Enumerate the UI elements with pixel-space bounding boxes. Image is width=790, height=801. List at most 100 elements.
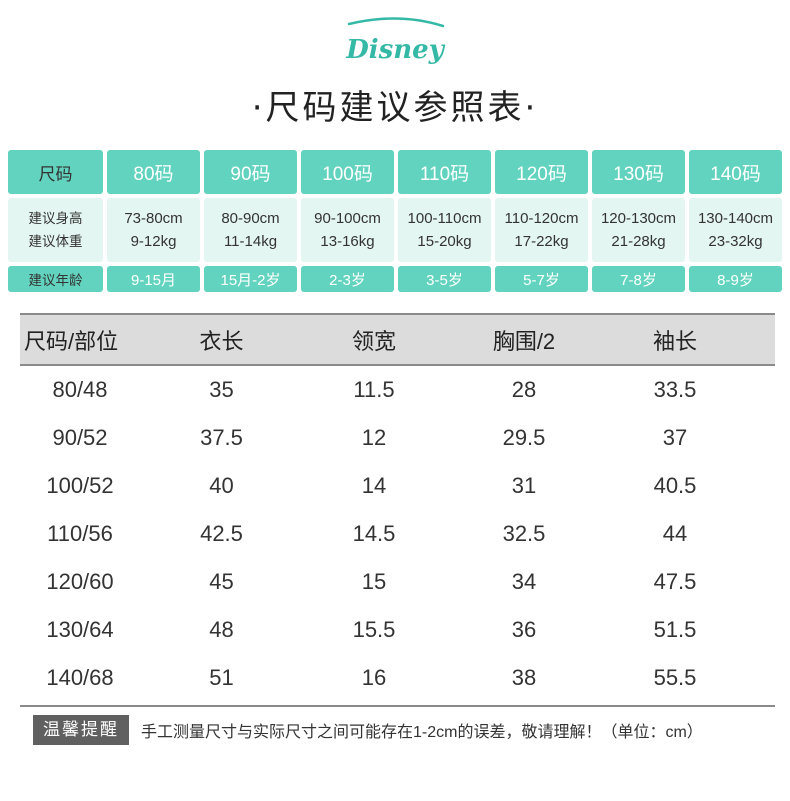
cell-size: 100/52 bbox=[46, 473, 114, 498]
column-header-sleeve: 袖长 bbox=[652, 328, 697, 354]
age-value: 3-5岁 bbox=[398, 266, 491, 292]
cell-length: 37.5 bbox=[200, 425, 243, 450]
cell-sleeve: 51.5 bbox=[653, 617, 697, 642]
table-row: 120/60 45 15 34 47.5 bbox=[20, 558, 775, 606]
logo-text: Disney bbox=[345, 35, 446, 65]
height-weight-cell: 110-120cm 17-22kg bbox=[495, 198, 588, 262]
weight-value: 21-28kg bbox=[611, 233, 666, 250]
cell-collar: 14 bbox=[361, 473, 387, 498]
cell-length: 40 bbox=[209, 473, 234, 498]
cell-size: 110/56 bbox=[47, 521, 113, 546]
table-header: 尺码/部位 衣长 领宽 胸围/2 袖长 bbox=[20, 313, 775, 366]
age-value: 5-7岁 bbox=[495, 266, 588, 292]
table-row: 140/68 51 16 38 55.5 bbox=[20, 654, 775, 702]
table-row: 100/52 40 14 31 40.5 bbox=[20, 462, 775, 510]
size-header-row: 尺码 80码 90码 100码 110码 120码 130码 140码 bbox=[8, 150, 783, 194]
height-value: 120-130cm bbox=[600, 210, 677, 227]
table-row: 130/64 48 15.5 36 51.5 bbox=[20, 606, 775, 654]
weight-label: 建议体重 bbox=[28, 234, 83, 249]
table-row: 80/48 35 11.5 28 33.5 bbox=[20, 366, 775, 414]
weight-value: 17-22kg bbox=[514, 233, 569, 250]
cell-chest: 28 bbox=[511, 377, 537, 402]
disney-logo-icon: Disney bbox=[345, 17, 446, 65]
age-label: 建议年龄 bbox=[8, 266, 103, 292]
cell-collar: 15.5 bbox=[352, 617, 396, 642]
cell-collar: 14.5 bbox=[352, 521, 396, 546]
height-weight-cell: 90-100cm 13-16kg bbox=[301, 198, 394, 262]
disney-logo: Disney bbox=[0, 14, 790, 72]
cell-sleeve: 40.5 bbox=[653, 473, 697, 498]
page-title: ·尺码建议参照表· bbox=[251, 88, 539, 128]
height-value: 80-90cm bbox=[221, 210, 280, 227]
cell-length: 48 bbox=[209, 617, 234, 642]
measurement-note: 温馨提醒 手工测量尺寸与实际尺寸之间可能存在1-2cm的误差，敬请理解！（单位：… bbox=[33, 715, 703, 745]
cell-chest: 31 bbox=[511, 473, 537, 498]
weight-value: 9-12kg bbox=[130, 233, 177, 250]
cell-size: 140/68 bbox=[46, 665, 114, 690]
cell-length: 51 bbox=[209, 665, 234, 690]
height-weight-cell: 130-140cm 23-32kg bbox=[689, 198, 782, 262]
size-label: 140码 bbox=[689, 150, 782, 194]
height-weight-cell: 80-90cm 11-14kg bbox=[204, 198, 297, 262]
table-bottom-border bbox=[20, 705, 775, 707]
height-weight-cell: 120-130cm 21-28kg bbox=[592, 198, 685, 262]
cell-size: 90/52 bbox=[52, 425, 108, 450]
cell-length: 35 bbox=[209, 377, 234, 402]
height-label: 建议身高 bbox=[28, 211, 83, 226]
weight-value: 13-16kg bbox=[320, 233, 375, 250]
cell-chest: 32.5 bbox=[502, 521, 546, 546]
size-recommendation-grid: 尺码 80码 90码 100码 110码 120码 130码 140码 建议身高… bbox=[8, 150, 783, 292]
cell-collar: 11.5 bbox=[353, 377, 395, 402]
cell-size: 80/48 bbox=[52, 377, 108, 402]
column-header-chest: 胸围/2 bbox=[492, 328, 556, 354]
size-measurement-table: 尺码/部位 衣长 领宽 胸围/2 袖长 80/48 35 11.5 28 33.… bbox=[20, 313, 775, 707]
column-header-size: 尺码/部位 bbox=[24, 328, 119, 354]
age-value: 2-3岁 bbox=[301, 266, 394, 292]
cell-sleeve: 44 bbox=[662, 521, 688, 546]
cell-length: 42.5 bbox=[200, 521, 243, 546]
weight-value: 11-14kg bbox=[223, 233, 278, 250]
cell-collar: 15 bbox=[361, 569, 387, 594]
age-value: 15月-2岁 bbox=[204, 266, 297, 292]
weight-value: 23-32kg bbox=[708, 233, 763, 250]
table-row: 110/56 42.5 14.5 32.5 44 bbox=[20, 510, 775, 558]
cell-size: 120/60 bbox=[46, 569, 114, 594]
size-label: 120码 bbox=[495, 150, 588, 194]
note-badge: 温馨提醒 bbox=[33, 715, 129, 745]
height-weight-cell: 100-110cm 15-20kg bbox=[398, 198, 491, 262]
size-label: 110码 bbox=[398, 150, 491, 194]
height-value: 73-80cm bbox=[124, 210, 183, 227]
height-weight-cell: 73-80cm 9-12kg bbox=[107, 198, 200, 262]
height-weight-label: 建议身高 建议体重 bbox=[8, 198, 103, 262]
height-value: 90-100cm bbox=[314, 210, 381, 227]
cell-chest: 38 bbox=[511, 665, 537, 690]
age-row: 建议年龄 9-15月 15月-2岁 2-3岁 3-5岁 5-7岁 7-8岁 8-… bbox=[8, 266, 783, 292]
cell-length: 45 bbox=[209, 569, 234, 594]
column-header-length: 衣长 bbox=[199, 328, 244, 354]
table-row: 90/52 37.5 12 29.5 37 bbox=[20, 414, 775, 462]
cell-size: 130/64 bbox=[46, 617, 114, 642]
cell-chest: 29.5 bbox=[502, 425, 546, 450]
size-label: 80码 bbox=[107, 150, 200, 194]
size-label: 100码 bbox=[301, 150, 394, 194]
age-value: 8-9岁 bbox=[689, 266, 782, 292]
size-header-label: 尺码 bbox=[8, 150, 103, 194]
cell-sleeve: 33.5 bbox=[653, 377, 697, 402]
size-label: 130码 bbox=[592, 150, 685, 194]
height-value: 100-110cm bbox=[407, 210, 482, 227]
cell-sleeve: 55.5 bbox=[653, 665, 697, 690]
note-text: 手工测量尺寸与实际尺寸之间可能存在1-2cm的误差，敬请理解！（单位：cm） bbox=[141, 724, 703, 741]
size-label: 90码 bbox=[204, 150, 297, 194]
height-value: 130-140cm bbox=[697, 210, 774, 227]
cell-sleeve: 47.5 bbox=[653, 569, 697, 594]
weight-value: 15-20kg bbox=[417, 233, 472, 250]
age-value: 7-8岁 bbox=[592, 266, 685, 292]
cell-collar: 16 bbox=[361, 665, 387, 690]
height-value: 110-120cm bbox=[504, 210, 579, 227]
cell-chest: 36 bbox=[511, 617, 537, 642]
cell-collar: 12 bbox=[361, 425, 387, 450]
cell-chest: 34 bbox=[511, 569, 537, 594]
column-header-collar: 领宽 bbox=[351, 328, 396, 354]
height-weight-row: 建议身高 建议体重 73-80cm 9-12kg 80-90cm 11-14kg… bbox=[8, 198, 783, 262]
cell-sleeve: 37 bbox=[662, 425, 688, 450]
